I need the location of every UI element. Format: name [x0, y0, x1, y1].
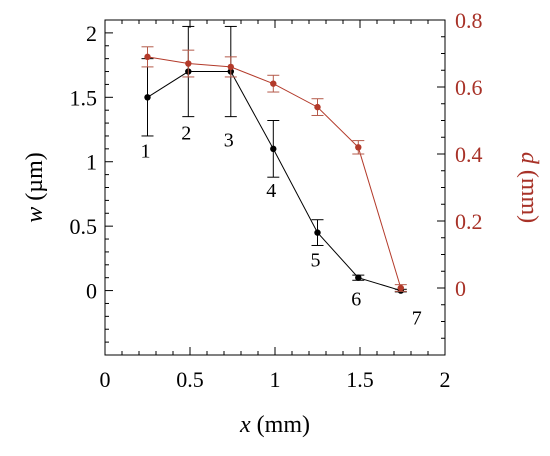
- x-tick-label: 0.5: [176, 367, 204, 392]
- y-right-tick-label: 0.2: [455, 209, 483, 234]
- point-label: 6: [351, 289, 361, 311]
- d-data-point: [270, 80, 277, 87]
- y-left-tick-label: 0.5: [70, 214, 98, 239]
- point-label: 3: [224, 130, 234, 152]
- d-data-point: [397, 284, 404, 292]
- y-right-tick-label: 0.8: [455, 8, 483, 33]
- y-right-tick-label: 0.6: [455, 75, 483, 100]
- w-data-point: [144, 94, 151, 101]
- y-left-tick-label: 2: [86, 21, 97, 46]
- y-right-tick-label: 0.4: [455, 142, 483, 167]
- d-data-point: [314, 103, 321, 111]
- point-label: 4: [266, 180, 276, 202]
- w-data-point: [314, 229, 321, 236]
- y-left-tick-label: 1.5: [70, 85, 98, 110]
- point-label: 2: [181, 123, 191, 145]
- point-label: 7: [412, 308, 422, 330]
- x-tick-label: 1.5: [346, 367, 374, 392]
- x-axis-label: x (mm): [239, 412, 310, 438]
- w-data-point: [270, 145, 277, 153]
- d-data-point: [185, 60, 192, 67]
- d-data-point: [227, 63, 234, 71]
- d-series-line: [147, 56, 402, 289]
- x-tick-label: 1: [270, 367, 281, 392]
- y-right-tick-label: 0: [455, 276, 466, 301]
- w-data-point: [355, 274, 362, 281]
- d-data-point: [144, 53, 151, 61]
- point-label: 5: [311, 250, 321, 272]
- x-tick-label: 2: [440, 367, 451, 392]
- x-tick-label: 0: [100, 367, 111, 392]
- y-right-axis-label: d (mm): [516, 152, 542, 223]
- y-left-axis-label: w (µm): [22, 152, 48, 223]
- d-data-point: [355, 144, 362, 151]
- y-left-tick-label: 0: [86, 279, 97, 304]
- point-label: 1: [141, 140, 151, 162]
- y-left-tick-label: 1: [86, 150, 97, 175]
